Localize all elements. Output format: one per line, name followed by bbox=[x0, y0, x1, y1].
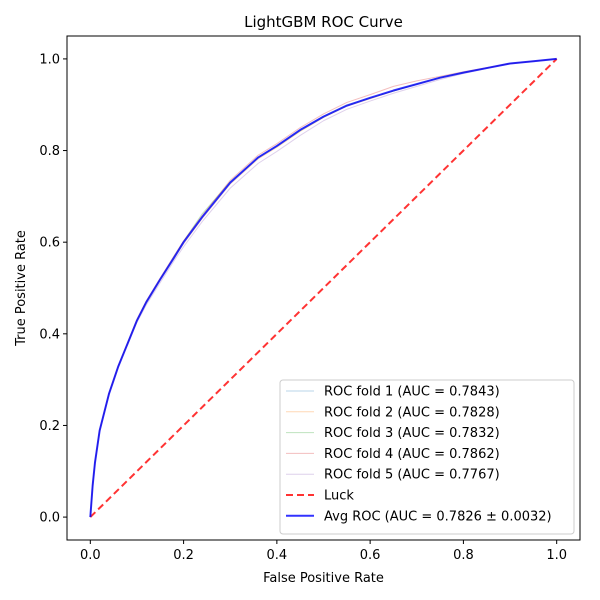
plot-frame bbox=[66, 35, 581, 541]
series-line-6 bbox=[89, 58, 558, 518]
x-tick-label: 0.0 bbox=[80, 548, 101, 563]
x-axis-label: False Positive Rate bbox=[263, 571, 384, 586]
x-axis: 0.0 0.2 0.4 0.6 0.8 1.0 bbox=[80, 540, 567, 563]
legend-label-1: ROC fold 1 (AUC = 0.7843) bbox=[324, 385, 500, 400]
legend-label-6: Luck bbox=[324, 489, 354, 504]
legend-label-4: ROC fold 4 (AUC = 0.7862) bbox=[324, 447, 500, 462]
y-tick-label: 1.0 bbox=[39, 52, 60, 67]
x-tick-label: 0.4 bbox=[267, 548, 288, 563]
legend: ROC fold 1 (AUC = 0.7843) ROC fold 2 (AUC… bbox=[279, 379, 575, 535]
y-axis-label: True Positive Rate bbox=[14, 230, 29, 347]
y-tick-label: 0.6 bbox=[39, 236, 60, 251]
x-tick-label: 0.6 bbox=[360, 548, 381, 563]
x-tick-label: 1.0 bbox=[546, 548, 567, 563]
y-tick-label: 0.0 bbox=[39, 511, 60, 526]
x-tick-label: 0.8 bbox=[453, 548, 474, 563]
series-line-7 bbox=[89, 57, 557, 518]
legend-label-2: ROC fold 2 (AUC = 0.7828) bbox=[324, 405, 500, 420]
legend-label-5: ROC fold 5 (AUC = 0.7767) bbox=[324, 468, 500, 483]
y-tick-label: 0.2 bbox=[39, 419, 60, 434]
legend-label-7: Avg ROC (AUC = 0.7826 ± 0.0032) bbox=[324, 509, 552, 524]
y-axis: 0.0 0.2 0.4 0.6 0.8 1.0 bbox=[39, 52, 67, 526]
y-tick-label: 0.8 bbox=[39, 144, 60, 159]
x-tick-label: 0.2 bbox=[173, 548, 194, 563]
chart-title: LightGBM ROC Curve bbox=[244, 13, 403, 31]
legend-label-3: ROC fold 3 (AUC = 0.7832) bbox=[324, 426, 500, 441]
y-tick-label: 0.4 bbox=[39, 327, 60, 342]
plot-area bbox=[89, 57, 558, 518]
legend-box bbox=[279, 379, 575, 535]
